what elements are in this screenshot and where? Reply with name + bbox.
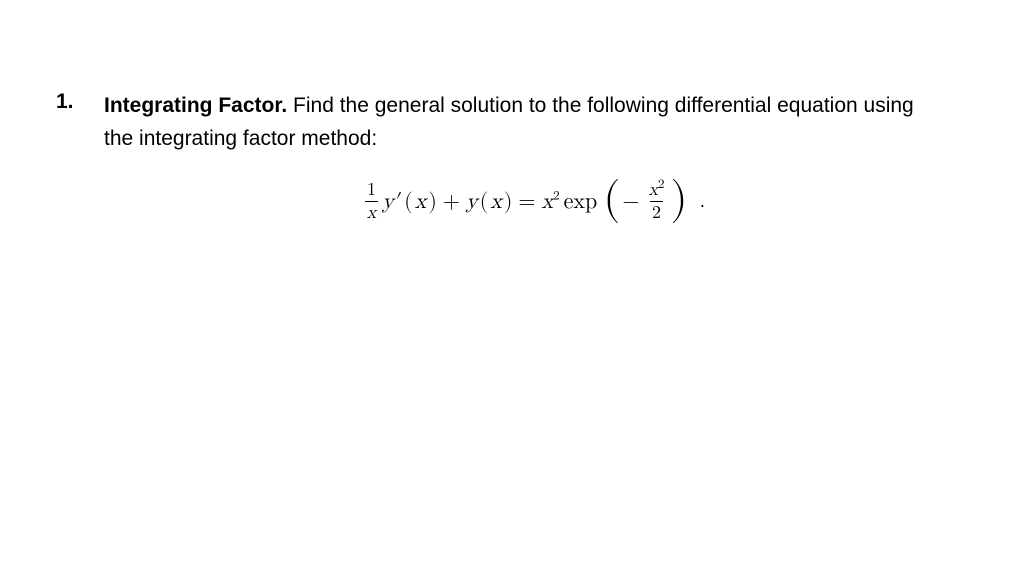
frac2-top-exp: 2 (658, 178, 665, 191)
frac2-denominator: 2 (650, 201, 663, 222)
plus-operator: + (443, 185, 460, 219)
exp-word: exp (564, 185, 598, 219)
equation-period: . (700, 186, 706, 217)
frac2-numerator: x2 (647, 181, 667, 201)
big-close-paren: ) (671, 184, 688, 215)
prime-mark: ′ (396, 186, 402, 217)
y-var-2: y (466, 185, 478, 219)
x-arg-2: x (490, 185, 502, 219)
fraction-xsq-over-2: x2 2 (647, 181, 667, 222)
open-paren-2: ( (480, 185, 489, 219)
equation-container: 1 x y′(x) + y(x) = x2 exp ( − (104, 173, 964, 222)
x-exp: 2 (553, 189, 560, 202)
problem-block: 1. Integrating Factor. Find the general … (50, 90, 964, 222)
problem-body: Integrating Factor. Find the general sol… (104, 90, 964, 222)
problem-text: Integrating Factor. Find the general sol… (104, 90, 964, 123)
problem-title: Integrating Factor. (104, 94, 287, 117)
problem-prompt-2: the integrating factor method: (104, 123, 964, 156)
frac2-top-base: x (649, 181, 659, 199)
x-base: x (542, 191, 554, 213)
frac1-numerator: 1 (365, 181, 378, 201)
frac1-denominator: x (365, 201, 379, 222)
problem-prompt-1: Find the general solution to the followi… (287, 94, 914, 117)
x-squared: x2 (542, 185, 560, 219)
minus-sign: − (622, 185, 639, 219)
page: 1. Integrating Factor. Find the general … (0, 0, 1024, 262)
big-open-paren: ( (603, 184, 620, 215)
close-paren-1: ) (428, 185, 437, 219)
equals-operator: = (518, 185, 535, 219)
equation: 1 x y′(x) + y(x) = x2 exp ( − (363, 181, 705, 222)
open-paren-1: ( (404, 185, 413, 219)
fraction-1-over-x: 1 x (365, 181, 379, 222)
close-paren-2: ) (504, 185, 513, 219)
x-arg-1: x (415, 185, 427, 219)
y-var-1: y (382, 185, 394, 219)
problem-number: 1. (50, 90, 104, 114)
